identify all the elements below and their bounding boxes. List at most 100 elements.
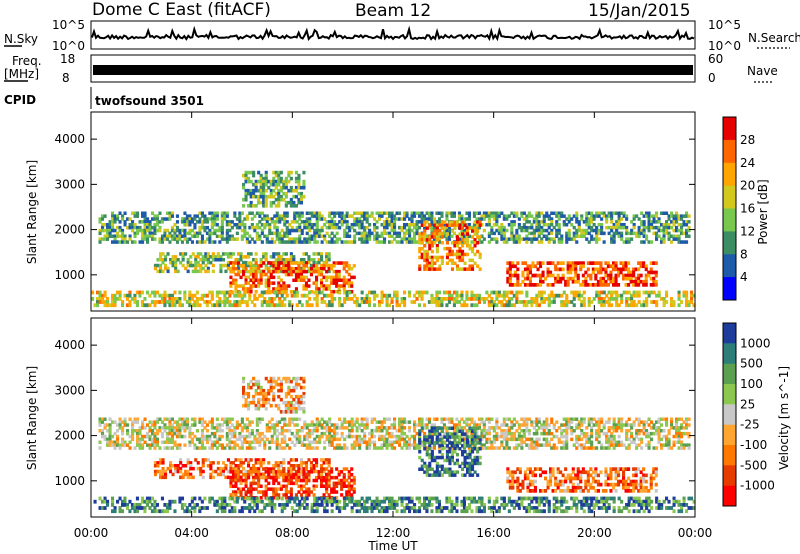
- echo-pixel: [625, 434, 629, 439]
- echo-pixel: [547, 297, 551, 301]
- echo-pixel: [230, 225, 234, 230]
- echo-pixel: [238, 214, 242, 218]
- echo-pixel: [522, 228, 526, 233]
- echo-pixel: [342, 261, 346, 265]
- echo-pixel: [103, 417, 107, 421]
- echo-pixel: [624, 273, 628, 278]
- echo-pixel: [273, 225, 277, 230]
- echo-pixel: [582, 420, 586, 424]
- echo-pixel: [308, 228, 312, 233]
- echo-pixel: [113, 240, 117, 244]
- echo-pixel: [609, 264, 613, 269]
- echo-pixel: [363, 240, 367, 244]
- echo-pixel: [308, 240, 312, 244]
- echo-pixel: [549, 270, 553, 275]
- echo-pixel: [375, 234, 379, 238]
- echo-pixel: [487, 429, 491, 433]
- echo-pixel: [138, 446, 142, 450]
- echo-pixel: [680, 446, 684, 450]
- echo-pixel: [277, 264, 281, 268]
- echo-pixel: [265, 217, 269, 221]
- echo-pixel: [235, 443, 239, 447]
- echo-pixel: [507, 417, 511, 421]
- echo-pixel: [323, 237, 327, 241]
- echo-pixel: [627, 303, 631, 308]
- echo-pixel: [580, 303, 584, 308]
- echo-pixel: [292, 267, 296, 271]
- echo-pixel: [657, 234, 661, 238]
- echo-pixel: [264, 284, 268, 288]
- echo-pixel: [642, 303, 646, 308]
- echo-pixel: [298, 434, 302, 439]
- echo-pixel: [415, 223, 419, 227]
- echo-pixel: [466, 229, 470, 233]
- echo-pixel: [480, 446, 484, 450]
- echo-pixel: [680, 440, 684, 444]
- echo-pixel: [490, 426, 494, 430]
- echo-pixel: [505, 217, 509, 221]
- echo-pixel: [435, 255, 439, 260]
- echo-pixel: [617, 234, 621, 238]
- echo-pixel: [430, 244, 434, 248]
- echo-pixel: [540, 426, 544, 430]
- echo-pixel: [567, 423, 571, 427]
- echo-pixel: [136, 431, 140, 436]
- echo-pixel: [138, 228, 142, 233]
- echo-pixel: [249, 261, 253, 265]
- echo-pixel: [587, 217, 591, 221]
- echo-pixel: [211, 258, 215, 262]
- echo-pixel: [385, 440, 389, 444]
- echo-pixel: [288, 240, 292, 244]
- echo-pixel: [435, 290, 439, 295]
- echo-pixel: [574, 264, 578, 269]
- echo-pixel: [313, 426, 317, 430]
- echo-pixel: [226, 266, 230, 271]
- echo-pixel: [126, 443, 130, 447]
- echo-pixel: [289, 272, 293, 277]
- echo-pixel: [116, 443, 120, 447]
- echo-pixel: [665, 440, 669, 444]
- echo-pixel: [238, 220, 242, 224]
- echo-pixel: [158, 446, 162, 450]
- echo-pixel: [622, 223, 626, 227]
- echo-pixel: [258, 211, 262, 215]
- echo-pixel: [181, 475, 185, 480]
- echo-pixel: [512, 293, 516, 298]
- echo-pixel: [408, 426, 412, 430]
- echo-pixel: [564, 279, 568, 284]
- echo-pixel: [477, 225, 481, 230]
- echo-pixel: [320, 278, 324, 282]
- echo-pixel: [675, 426, 679, 430]
- echo-pixel: [630, 303, 634, 308]
- echo-pixel: [525, 443, 529, 447]
- echo-pixel: [328, 437, 332, 442]
- echo-pixel: [247, 191, 251, 196]
- echo-pixel: [273, 214, 277, 218]
- echo-pixel: [458, 267, 462, 271]
- echo-pixel: [254, 179, 258, 184]
- echo-pixel: [602, 231, 606, 236]
- echo-pixel: [347, 272, 351, 277]
- echo-pixel: [532, 420, 536, 424]
- echo-pixel: [333, 446, 337, 450]
- echo-pixel: [206, 255, 210, 259]
- echo-pixel: [153, 214, 157, 218]
- echo-pixel: [225, 223, 229, 227]
- echo-pixel: [101, 420, 105, 424]
- echo-pixel: [210, 297, 214, 301]
- echo-pixel: [244, 255, 248, 259]
- echo-pixel: [630, 431, 634, 436]
- echo-pixel: [403, 234, 407, 238]
- echo-pixel: [181, 472, 185, 477]
- echo-pixel: [432, 237, 436, 241]
- echo-pixel: [231, 461, 235, 465]
- echo-pixel: [552, 225, 556, 230]
- echo-pixel: [365, 214, 369, 218]
- echo-pixel: [337, 275, 341, 280]
- echo-pixel: [96, 290, 100, 295]
- echo-pixel: [285, 228, 289, 233]
- echo-pixel: [370, 420, 374, 424]
- echo-pixel: [595, 211, 599, 215]
- echo-pixel: [612, 261, 616, 265]
- echo-pixel: [265, 240, 269, 244]
